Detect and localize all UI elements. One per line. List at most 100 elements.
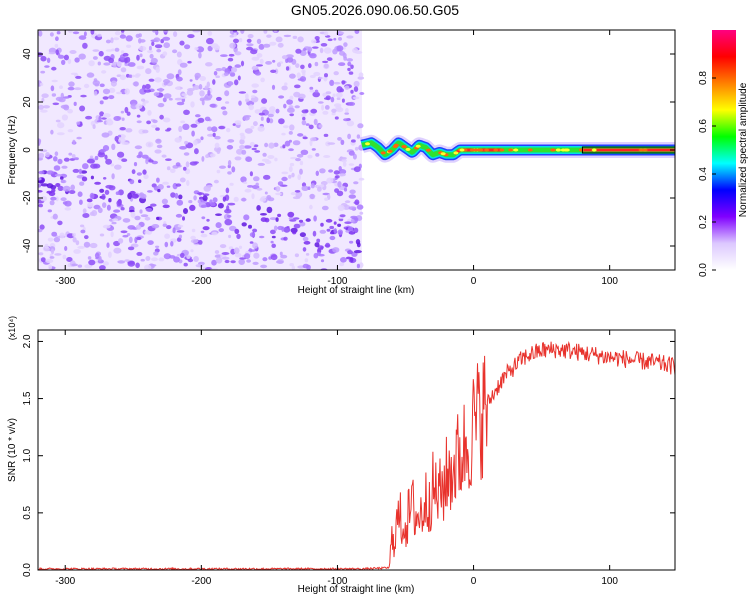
noise-speckle — [317, 186, 322, 192]
noise-speckle — [86, 198, 93, 203]
noise-speckle — [251, 83, 259, 88]
noise-speckle — [108, 198, 112, 203]
noise-speckle — [118, 238, 124, 244]
noise-speckle — [163, 253, 172, 260]
noise-speckle — [210, 153, 216, 158]
y-tick-label: -40 — [22, 238, 33, 253]
y-tick-label: 2.0 — [22, 334, 33, 348]
noise-speckle — [88, 259, 96, 266]
noise-speckle — [252, 261, 259, 265]
spectrogram-plot-area — [38, 30, 675, 270]
noise-speckle — [114, 31, 121, 36]
noise-speckle — [111, 173, 115, 180]
noise-speckle — [181, 93, 187, 97]
noise-speckle — [176, 51, 182, 58]
noise-speckle — [269, 118, 274, 124]
snr-frame — [37, 329, 676, 571]
noise-speckle — [55, 49, 59, 55]
x-tick-label: -300 — [55, 276, 75, 287]
noise-speckle — [80, 224, 85, 228]
noise-speckle — [262, 152, 267, 157]
noise-speckle — [215, 75, 220, 78]
noise-speckle — [358, 262, 364, 268]
noise-speckle — [224, 259, 230, 264]
signal-blob — [453, 151, 459, 155]
noise-speckle — [122, 52, 129, 57]
noise-speckle — [51, 188, 56, 193]
noise-speckle — [97, 152, 106, 158]
signal-blob — [401, 145, 407, 149]
noise-speckle — [110, 37, 114, 44]
noise-speckle — [105, 158, 112, 165]
noise-speckle — [325, 91, 332, 95]
noise-speckle — [294, 253, 299, 258]
noise-speckle — [289, 113, 295, 117]
noise-speckle — [304, 258, 309, 263]
noise-speckle — [240, 30, 245, 34]
noise-speckle — [38, 177, 42, 181]
noise-speckle — [187, 34, 195, 39]
noise-speckle — [337, 137, 342, 141]
noise-speckle — [259, 235, 265, 239]
noise-speckle — [145, 141, 154, 148]
noise-speckle — [229, 42, 236, 49]
noise-speckle — [234, 64, 242, 68]
noise-speckle — [351, 139, 356, 143]
noise-speckle — [77, 264, 83, 268]
noise-speckle — [323, 155, 331, 158]
noise-speckle — [99, 233, 105, 237]
noise-speckle — [349, 240, 354, 244]
noise-speckle — [240, 176, 247, 183]
noise-speckle — [158, 257, 165, 262]
noise-speckle — [50, 129, 54, 135]
noise-speckle — [339, 156, 347, 160]
noise-speckle — [56, 132, 65, 136]
noise-speckle — [249, 171, 253, 177]
noise-speckle — [108, 95, 115, 100]
noise-speckle — [183, 262, 188, 267]
noise-speckle — [102, 96, 109, 100]
colorbar-tick-label: 0.2 — [698, 215, 709, 229]
signal-blob — [469, 148, 475, 152]
noise-speckle — [94, 155, 99, 161]
noise-speckle — [273, 142, 279, 147]
noise-speckle — [256, 205, 261, 211]
noise-speckle — [182, 216, 185, 221]
noise-speckle — [352, 96, 360, 100]
noise-speckle — [237, 75, 241, 81]
noise-speckle — [284, 140, 291, 147]
noise-speckle — [162, 181, 170, 185]
noise-speckle — [190, 235, 196, 240]
noise-speckle — [144, 83, 151, 90]
noise-speckle — [155, 66, 160, 73]
noise-speckle — [66, 257, 73, 262]
noise-speckle — [296, 72, 301, 79]
noise-speckle — [56, 31, 61, 35]
noise-speckle — [336, 97, 341, 100]
noise-speckle — [177, 69, 182, 75]
noise-speckle — [131, 169, 136, 175]
noise-speckle — [124, 57, 128, 64]
noise-speckle — [335, 105, 342, 111]
noise-speckle — [121, 30, 125, 33]
noise-speckle — [162, 97, 167, 103]
noise-speckle — [281, 176, 288, 182]
noise-speckle — [353, 80, 360, 88]
noise-speckle — [42, 246, 50, 252]
noise-speckle — [329, 235, 336, 241]
noise-speckle — [57, 54, 65, 59]
noise-speckle — [102, 261, 109, 266]
noise-speckle — [73, 249, 81, 254]
signal-blob — [387, 149, 393, 153]
noise-speckle — [319, 168, 326, 174]
noise-speckle — [67, 58, 72, 65]
noise-speckle — [189, 79, 193, 82]
noise-speckle — [130, 243, 139, 248]
noise-speckle — [283, 236, 288, 241]
noise-speckle — [270, 69, 277, 74]
noise-speckle — [320, 43, 328, 47]
noise-speckle — [234, 252, 242, 258]
noise-speckle — [78, 168, 83, 174]
noise-speckle — [281, 55, 288, 60]
noise-speckle — [163, 30, 169, 33]
